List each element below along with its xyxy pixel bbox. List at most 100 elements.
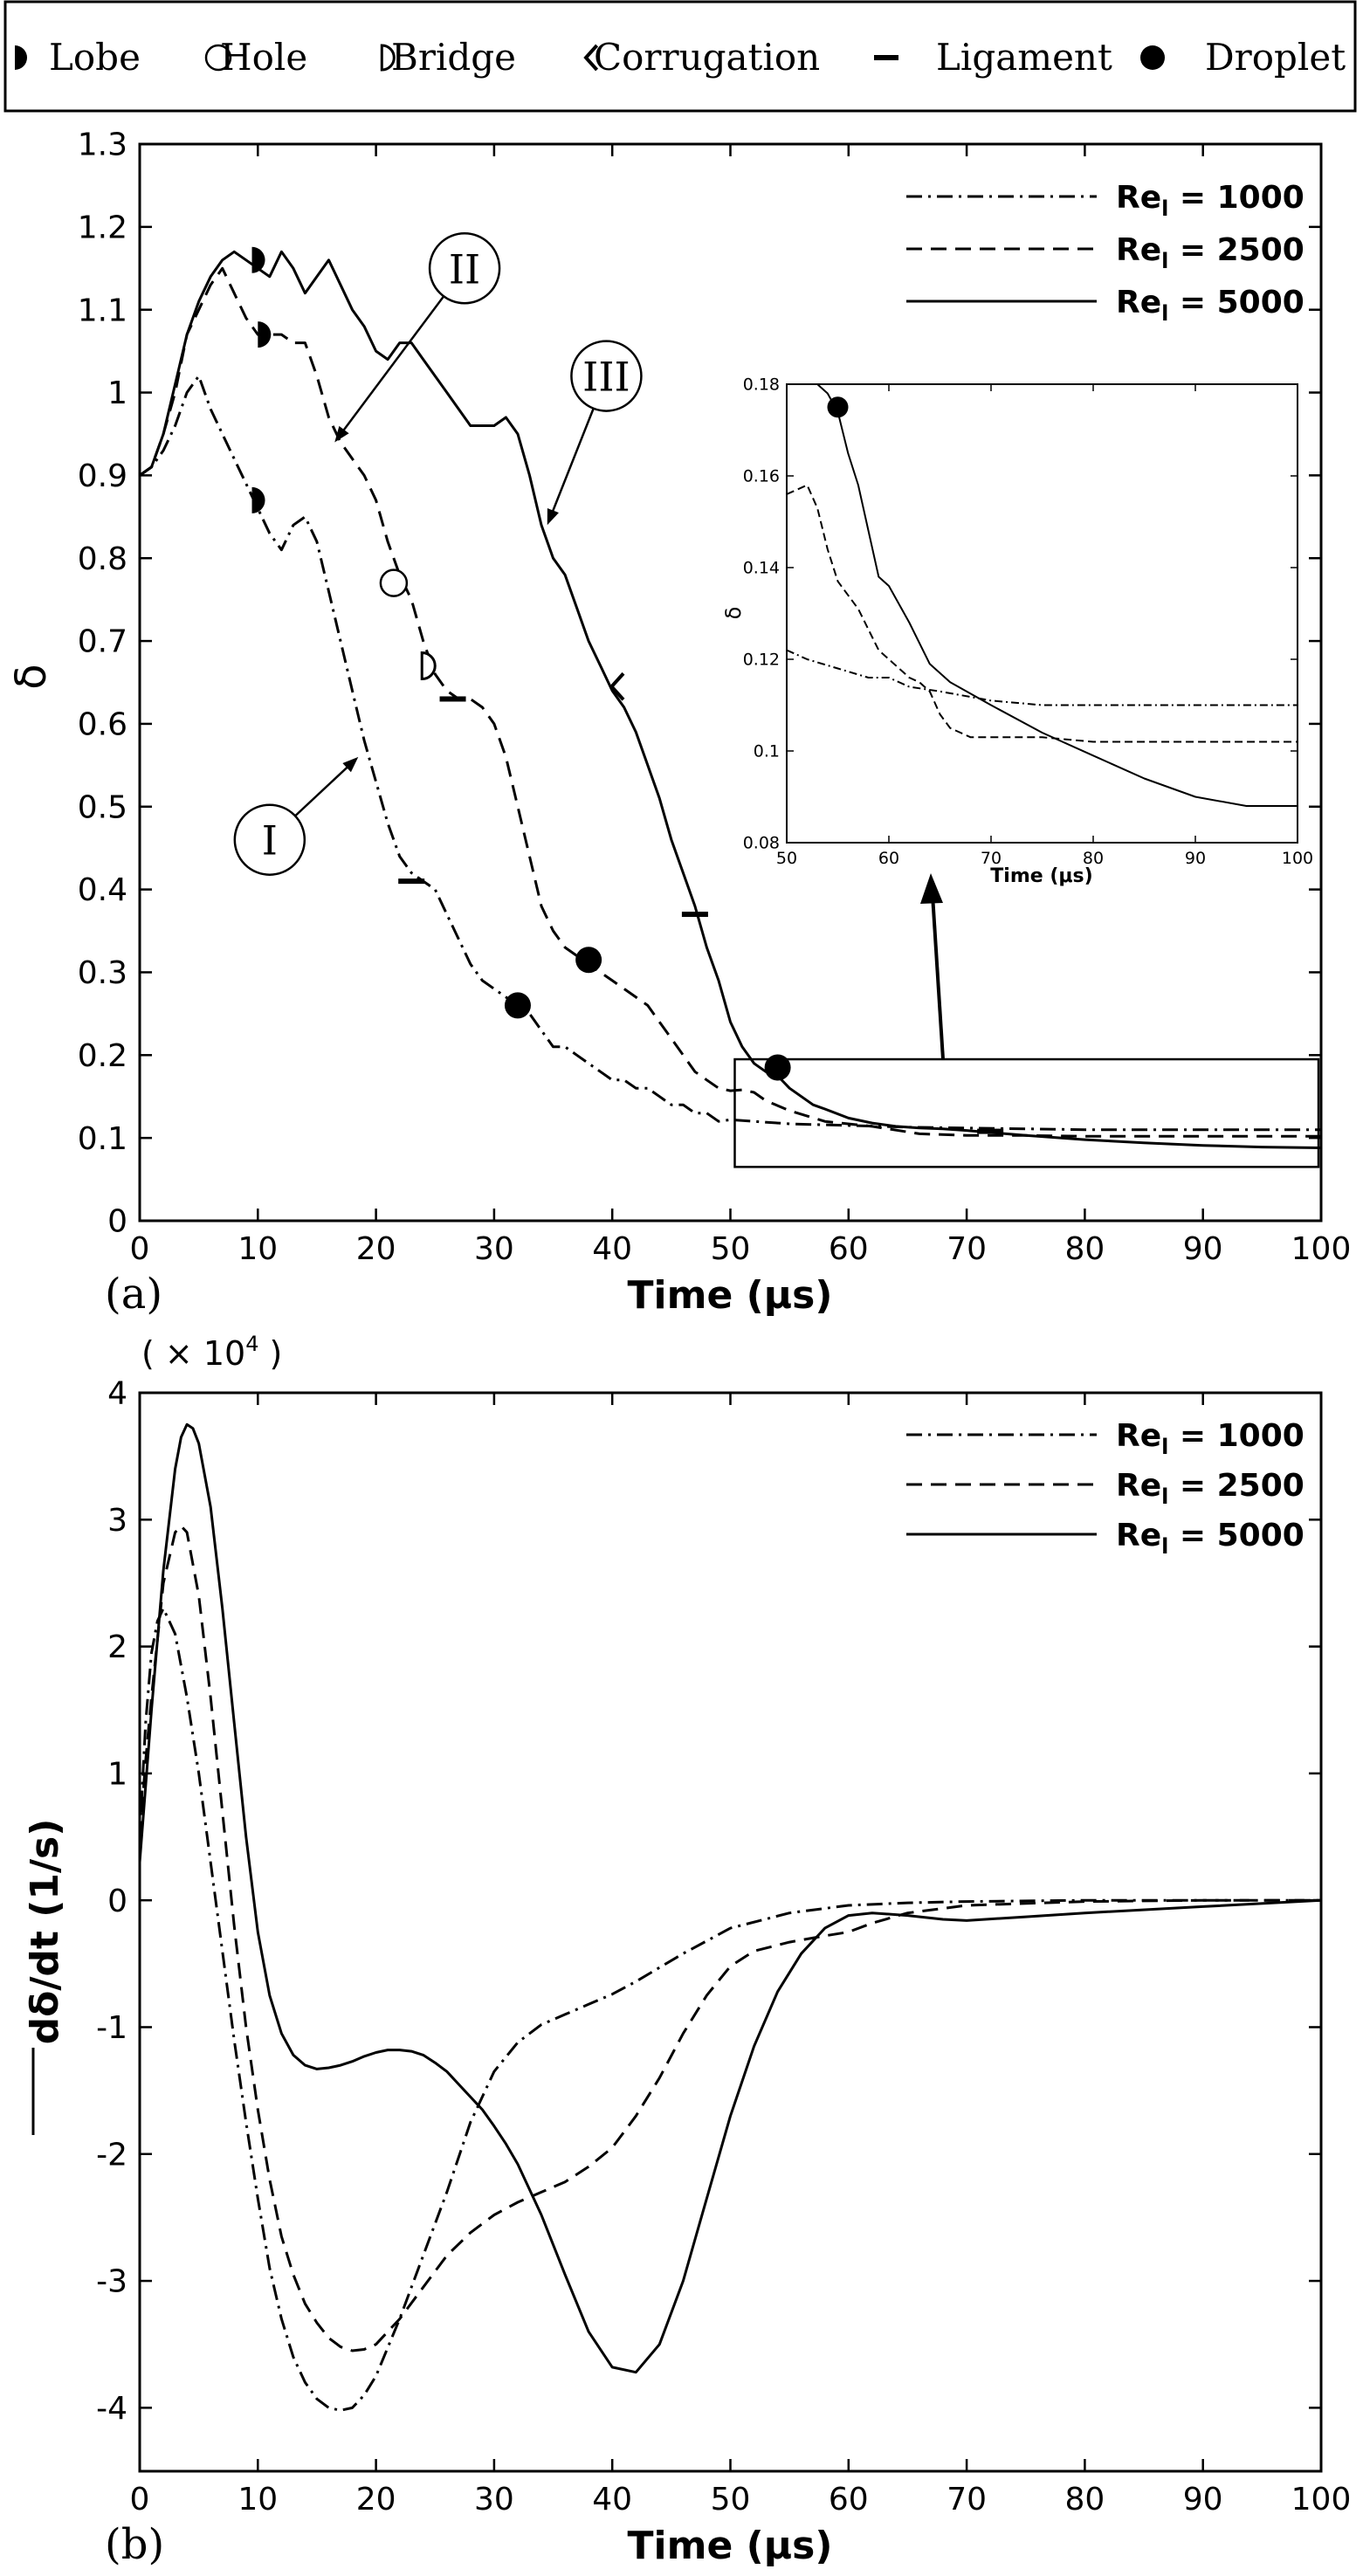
y-tick-label: 0.9 bbox=[78, 458, 127, 494]
legend-entry-dashed: Rel = 2500 bbox=[906, 1468, 1304, 1509]
x-tick-label: 60 bbox=[829, 2482, 869, 2517]
x-tick-label: 80 bbox=[1083, 849, 1104, 868]
series-line-dashed bbox=[139, 266, 1321, 1138]
x-tick-label: 70 bbox=[981, 849, 1002, 868]
marker-bridge bbox=[420, 651, 437, 681]
y-tick-label: 1.3 bbox=[78, 127, 127, 163]
legend-item-ligament: Ligament bbox=[874, 36, 1112, 79]
x-tick-label: 0 bbox=[130, 1231, 150, 1267]
x-tick-label: 70 bbox=[947, 2482, 987, 2517]
y-tick-label: 1.2 bbox=[78, 210, 127, 245]
annotation-label: II bbox=[449, 245, 480, 293]
x-tick-label: 50 bbox=[776, 849, 797, 868]
marker-ligament bbox=[398, 878, 425, 885]
chart-b-xlabel: Time (μs) bbox=[628, 2524, 833, 2568]
inset-frame bbox=[786, 383, 1298, 844]
y-tick-label: 2 bbox=[107, 1629, 127, 1665]
y-tick-label: 0.14 bbox=[743, 559, 780, 578]
annotation-arrow bbox=[341, 295, 445, 433]
series-line-solid bbox=[139, 250, 1322, 1149]
chart-b-panel-label: (b) bbox=[105, 2520, 164, 2569]
y-tick-label: -2 bbox=[96, 2137, 127, 2173]
y-tick-label: 0.4 bbox=[78, 872, 127, 908]
y-tick-label: -3 bbox=[96, 2264, 127, 2300]
y-tick-label: 0.5 bbox=[78, 789, 127, 825]
legend-item-corrugation: Corrugation bbox=[583, 36, 820, 79]
series-line-dashed bbox=[787, 484, 1298, 743]
legend-item-droplet: Droplet bbox=[1140, 36, 1346, 79]
annotation-circle bbox=[428, 232, 501, 305]
corrugation-icon bbox=[583, 44, 599, 72]
chart-b: ( × 104 ) 0 10 20 30 40 50 60 70 80 90 100-4-3-2-1… bbox=[23, 1332, 1351, 2569]
y-tick-label: 0.08 bbox=[743, 834, 780, 853]
y-tick-label: -4 bbox=[96, 2391, 127, 2427]
y-tick-label: 0.2 bbox=[78, 1038, 127, 1074]
annotation-label: III bbox=[582, 354, 630, 401]
x-tick-label: 30 bbox=[474, 1231, 514, 1267]
y-tick-label: 0.18 bbox=[743, 375, 780, 395]
x-tick-label: 70 bbox=[947, 1231, 987, 1267]
droplet-icon bbox=[1140, 45, 1165, 70]
annotation-I: I bbox=[233, 756, 359, 876]
inset-marker-droplet bbox=[827, 396, 849, 418]
legend-item-label: Ligament bbox=[936, 36, 1112, 79]
y-tick-label: 0.1 bbox=[754, 742, 780, 761]
legend-label: Rel = 2500 bbox=[1116, 1468, 1304, 1509]
legend-item-bridge: Bridge bbox=[380, 36, 516, 79]
x-tick-label: 40 bbox=[592, 2482, 632, 2517]
inset-xlabel: Time (μs) bbox=[990, 865, 1092, 887]
x-tick-label: 80 bbox=[1064, 2482, 1105, 2517]
marker-lobe bbox=[258, 321, 272, 348]
y-tick-label: 0 bbox=[107, 1204, 127, 1240]
legend-label: Rel = 1000 bbox=[1116, 180, 1304, 221]
annotation-label: I bbox=[262, 817, 278, 864]
zoom-arrow bbox=[931, 894, 945, 1060]
legend-item-label: Hole bbox=[220, 36, 307, 79]
annotation-arrow-head bbox=[334, 425, 349, 443]
legend-entry-solid: Rel = 5000 bbox=[906, 1518, 1304, 1559]
x-tick-label: 30 bbox=[474, 2482, 514, 2517]
annotation-arrow-head bbox=[547, 507, 559, 526]
series-line-dashed bbox=[138, 1525, 1321, 2352]
x-tick-label: 50 bbox=[711, 2482, 751, 2517]
x-tick-label: 100 bbox=[1291, 2482, 1352, 2517]
y-tick-label: 1 bbox=[107, 1756, 127, 1792]
chart-a-ylabel: δ bbox=[7, 664, 56, 689]
y-tick-label: 0.8 bbox=[78, 541, 127, 577]
ligament-icon bbox=[874, 55, 898, 60]
legend-label: Rel = 5000 bbox=[1116, 1518, 1304, 1559]
x-tick-label: 10 bbox=[237, 1231, 278, 1267]
x-tick-label: 40 bbox=[592, 1231, 632, 1267]
legend-label: Rel = 1000 bbox=[1116, 1418, 1304, 1459]
series-line-dashdot bbox=[138, 1607, 1321, 2412]
x-tick-label: 90 bbox=[1183, 2482, 1223, 2517]
annotation-circle bbox=[570, 340, 643, 412]
y-tick-label: 0.1 bbox=[78, 1121, 127, 1157]
chart-a-xlabel: Time (μs) bbox=[628, 1273, 833, 1318]
annotation-II: II bbox=[334, 232, 501, 443]
chart-b-frame bbox=[138, 1391, 1323, 2473]
legend-item-label: Droplet bbox=[1205, 36, 1346, 79]
chart-b-scale-label: ( × 104 ) bbox=[141, 1332, 282, 1373]
chart-b-ylabel: dδ/dt (1/s) bbox=[23, 1819, 67, 2045]
marker-legend: Lobe Hole Bridge Corrugation Ligament Droplet bbox=[3, 0, 1357, 113]
x-tick-label: 10 bbox=[237, 2482, 278, 2517]
y-tick-label: 3 bbox=[107, 1503, 127, 1539]
marker-ligament bbox=[439, 696, 466, 702]
x-tick-label: 50 bbox=[711, 1231, 751, 1267]
marker-droplet bbox=[764, 1054, 791, 1081]
legend-entry-solid: Rel = 5000 bbox=[906, 285, 1304, 326]
series-line-dashdot bbox=[139, 375, 1321, 1132]
legend-item-label: Lobe bbox=[49, 36, 141, 79]
legend-item-hole: Hole bbox=[204, 36, 307, 79]
y-tick-label: -1 bbox=[96, 2010, 127, 2046]
annotation-arrow bbox=[294, 764, 350, 817]
legend-entry-dashed: Rel = 2500 bbox=[906, 232, 1304, 273]
bridge-icon bbox=[380, 44, 396, 72]
marker-lobe bbox=[251, 486, 265, 513]
annotation-arrow bbox=[550, 408, 595, 514]
zoom-box bbox=[733, 1057, 1320, 1168]
marker-ligament bbox=[977, 1128, 1004, 1134]
x-tick-label: 20 bbox=[356, 2482, 396, 2517]
